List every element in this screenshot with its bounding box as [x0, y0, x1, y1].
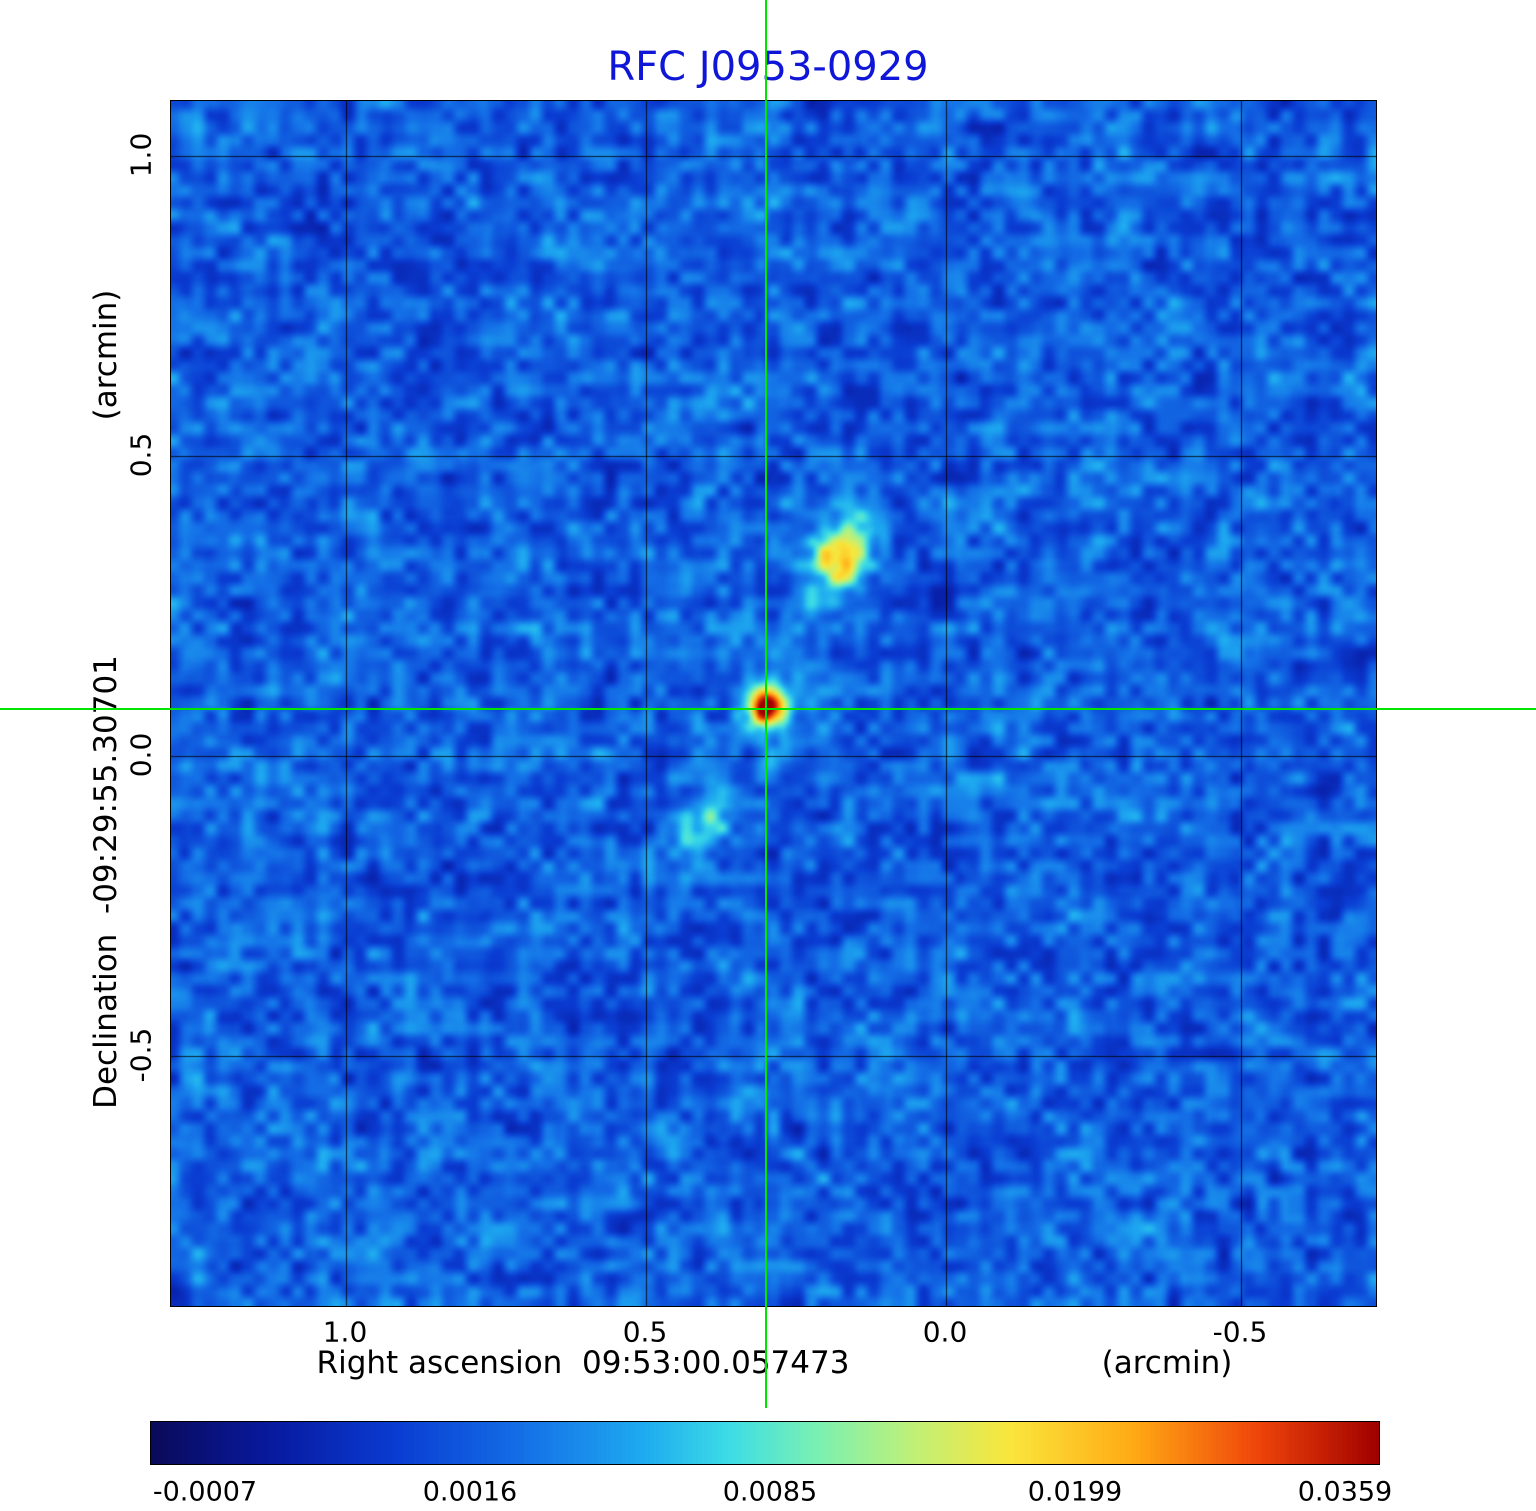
crosshair-horizontal-line — [0, 708, 1536, 710]
sky-map-frame — [170, 100, 1377, 1307]
crosshair-vertical-line — [765, 0, 767, 1408]
y-tick-label-4: -0.5 — [124, 1027, 158, 1083]
x-tick-label-2: 0.5 — [622, 1315, 668, 1349]
x-tick-label-3: 0.0 — [922, 1315, 968, 1349]
x-axis-unit-label: (arcmin) — [1101, 1345, 1233, 1381]
x-axis-label: Right ascension 09:53:00.057473 — [316, 1345, 850, 1381]
y-tick-label-2: 0.5 — [124, 432, 158, 478]
colorbar-gradient-canvas — [151, 1422, 1379, 1464]
colorbar-tick-label-4: 0.0199 — [1027, 1476, 1123, 1508]
colorbar-tick-label-1: -0.0007 — [152, 1476, 258, 1508]
y-tick-label-1: 1.0 — [124, 132, 158, 178]
sky-map-canvas — [171, 101, 1376, 1306]
colorbar-tick-label-5: 0.0359 — [1297, 1476, 1393, 1508]
y-axis-label: Declination -09:29:55.30701 — [88, 655, 124, 1109]
colorbar-tick-label-2: 0.0016 — [422, 1476, 518, 1508]
colorbar — [150, 1421, 1380, 1465]
y-tick-label-3: 0.0 — [124, 732, 158, 778]
y-axis-unit-label: (arcmin) — [88, 289, 124, 421]
colorbar-tick-label-3: 0.0085 — [722, 1476, 818, 1508]
x-tick-label-4: -0.5 — [1212, 1315, 1268, 1349]
plot-title: RFC J0953-0929 — [607, 44, 929, 90]
x-tick-label-1: 1.0 — [322, 1315, 368, 1349]
